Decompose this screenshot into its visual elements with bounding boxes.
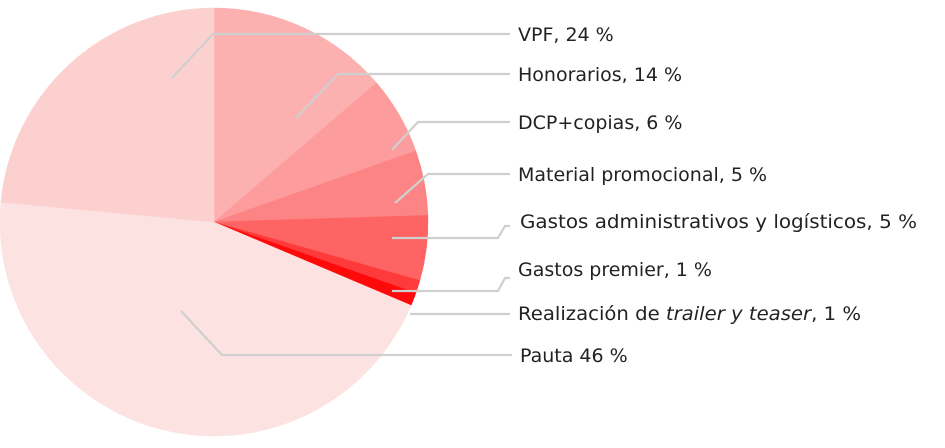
pie-slice-vpf	[0, 7, 215, 223]
label-gastos-premier: Gastos premier, 1 %	[518, 259, 712, 281]
leader-dcp-copias	[391, 120, 510, 151]
leader-honorarios	[295, 72, 510, 119]
pie-slice-pauta	[0, 201, 412, 437]
leader-lines	[171, 32, 512, 357]
leader-material-promocional	[394, 172, 510, 204]
pie-slice-honorarios	[213, 7, 377, 223]
label-realizacion-suffix: , 1 %	[811, 303, 861, 325]
label-honorarios: Honorarios, 14 %	[518, 64, 682, 86]
label-gastos-administrativos: Gastos administrativos y logísticos, 5 %	[520, 211, 917, 233]
pie-slices	[0, 7, 429, 437]
label-material-promocional: Material promocional, 5 %	[518, 164, 767, 186]
leader-gastos-administrativos	[392, 224, 510, 240]
label-realizacion-italic: trailer y teaser	[666, 303, 812, 325]
leader-vpf	[171, 32, 510, 79]
slice-labels: VPF, 24 % Honorarios, 14 % DCP+copias, 6…	[518, 24, 917, 367]
leader-pauta	[180, 310, 512, 357]
label-realizacion-prefix: Realización de	[518, 303, 666, 325]
leader-gastos-premier	[392, 276, 510, 293]
label-realizacion: Realización de trailer y teaser, 1 %	[518, 303, 861, 325]
label-pauta: Pauta 46 %	[520, 345, 628, 367]
label-dcp-copias: DCP+copias, 6 %	[518, 112, 683, 134]
label-vpf: VPF, 24 %	[518, 24, 614, 46]
